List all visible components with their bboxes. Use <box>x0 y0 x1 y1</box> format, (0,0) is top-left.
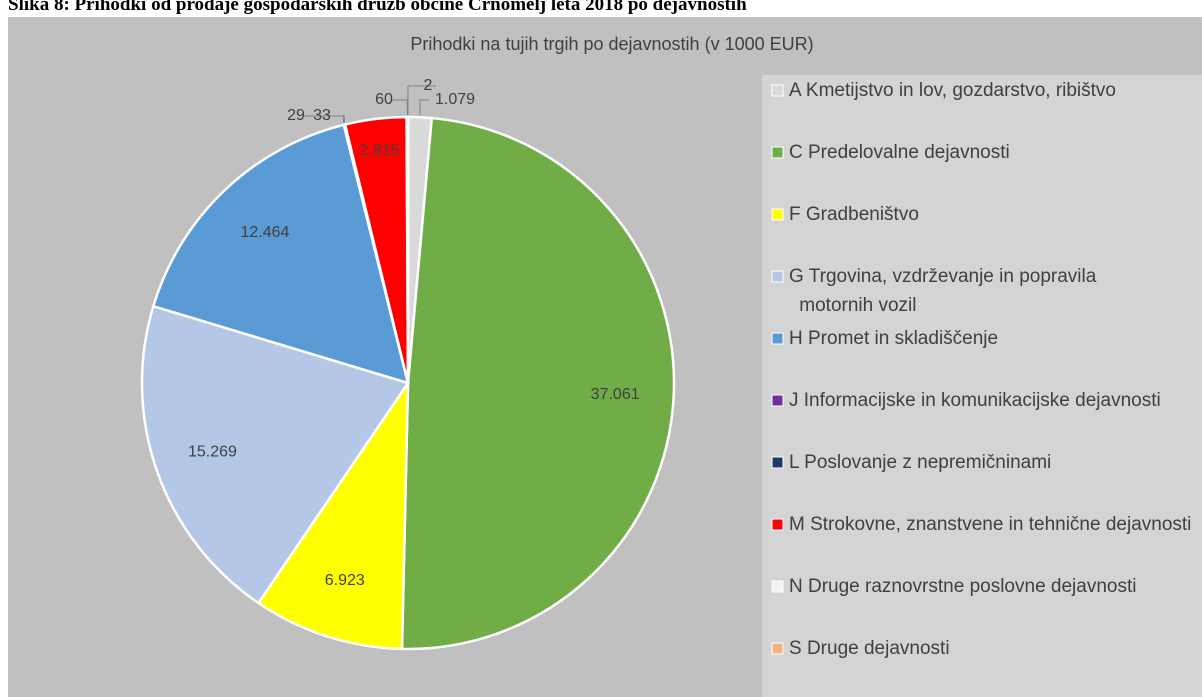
data-label: 15.269 <box>188 444 237 461</box>
data-label: 33 <box>313 107 331 124</box>
legend-swatch <box>771 270 784 283</box>
pie-slice <box>151 123 410 385</box>
leader-line <box>330 115 345 123</box>
legend-label: F Gradbeništvo <box>789 204 919 225</box>
legend-label: G Trgovina, vzdrževanje in popravila mot… <box>789 266 1097 316</box>
legend-swatch <box>771 456 784 469</box>
data-label: 2 <box>424 77 433 94</box>
legend-swatch <box>771 208 784 221</box>
legend-label: S Druge dejavnosti <box>789 638 950 659</box>
data-label: 1.079 <box>435 91 475 108</box>
legend-label: M Strokovne, znanstvene in tehnične deja… <box>789 514 1191 535</box>
legend-swatch <box>771 580 784 593</box>
legend-label: H Promet in skladiščenje <box>789 328 998 349</box>
leader-line <box>419 99 429 116</box>
data-label: 37.061 <box>591 386 640 403</box>
legend-area <box>762 75 1202 697</box>
legend-label: J Informacijske in komunikacijske dejavn… <box>789 390 1161 411</box>
leader-line <box>407 85 436 115</box>
data-label: 12.464 <box>240 224 289 241</box>
legend-label: N Druge raznovrstne poslovne dejavnosti <box>789 576 1136 597</box>
pie-slice <box>140 304 410 605</box>
data-label: 2.815 <box>360 142 400 159</box>
chart-title: Prihodki na tujih trgih po dejavnostih (… <box>410 34 813 54</box>
pie-slice <box>256 378 410 651</box>
legend-swatch <box>771 332 784 345</box>
data-label: 60 <box>375 91 393 108</box>
legend-swatch <box>771 146 784 159</box>
legend-swatch <box>771 84 784 97</box>
data-label: 6.923 <box>325 572 365 589</box>
legend-swatch <box>771 518 784 531</box>
legend-swatch <box>771 394 784 407</box>
legend-label: L Poslovanje z nepremičninami <box>789 452 1051 473</box>
leader-line <box>392 99 408 116</box>
caption: Slika 8: Prihodki od prodaje gospodarski… <box>8 0 747 15</box>
legend-label: C Predelovalne dejavnosti <box>789 142 1010 163</box>
legend-swatch <box>771 642 784 655</box>
pie-slice <box>400 116 676 651</box>
data-label: 29 <box>287 107 305 124</box>
legend-label: A Kmetijstvo in lov, gozdarstvo, ribištv… <box>789 80 1116 101</box>
